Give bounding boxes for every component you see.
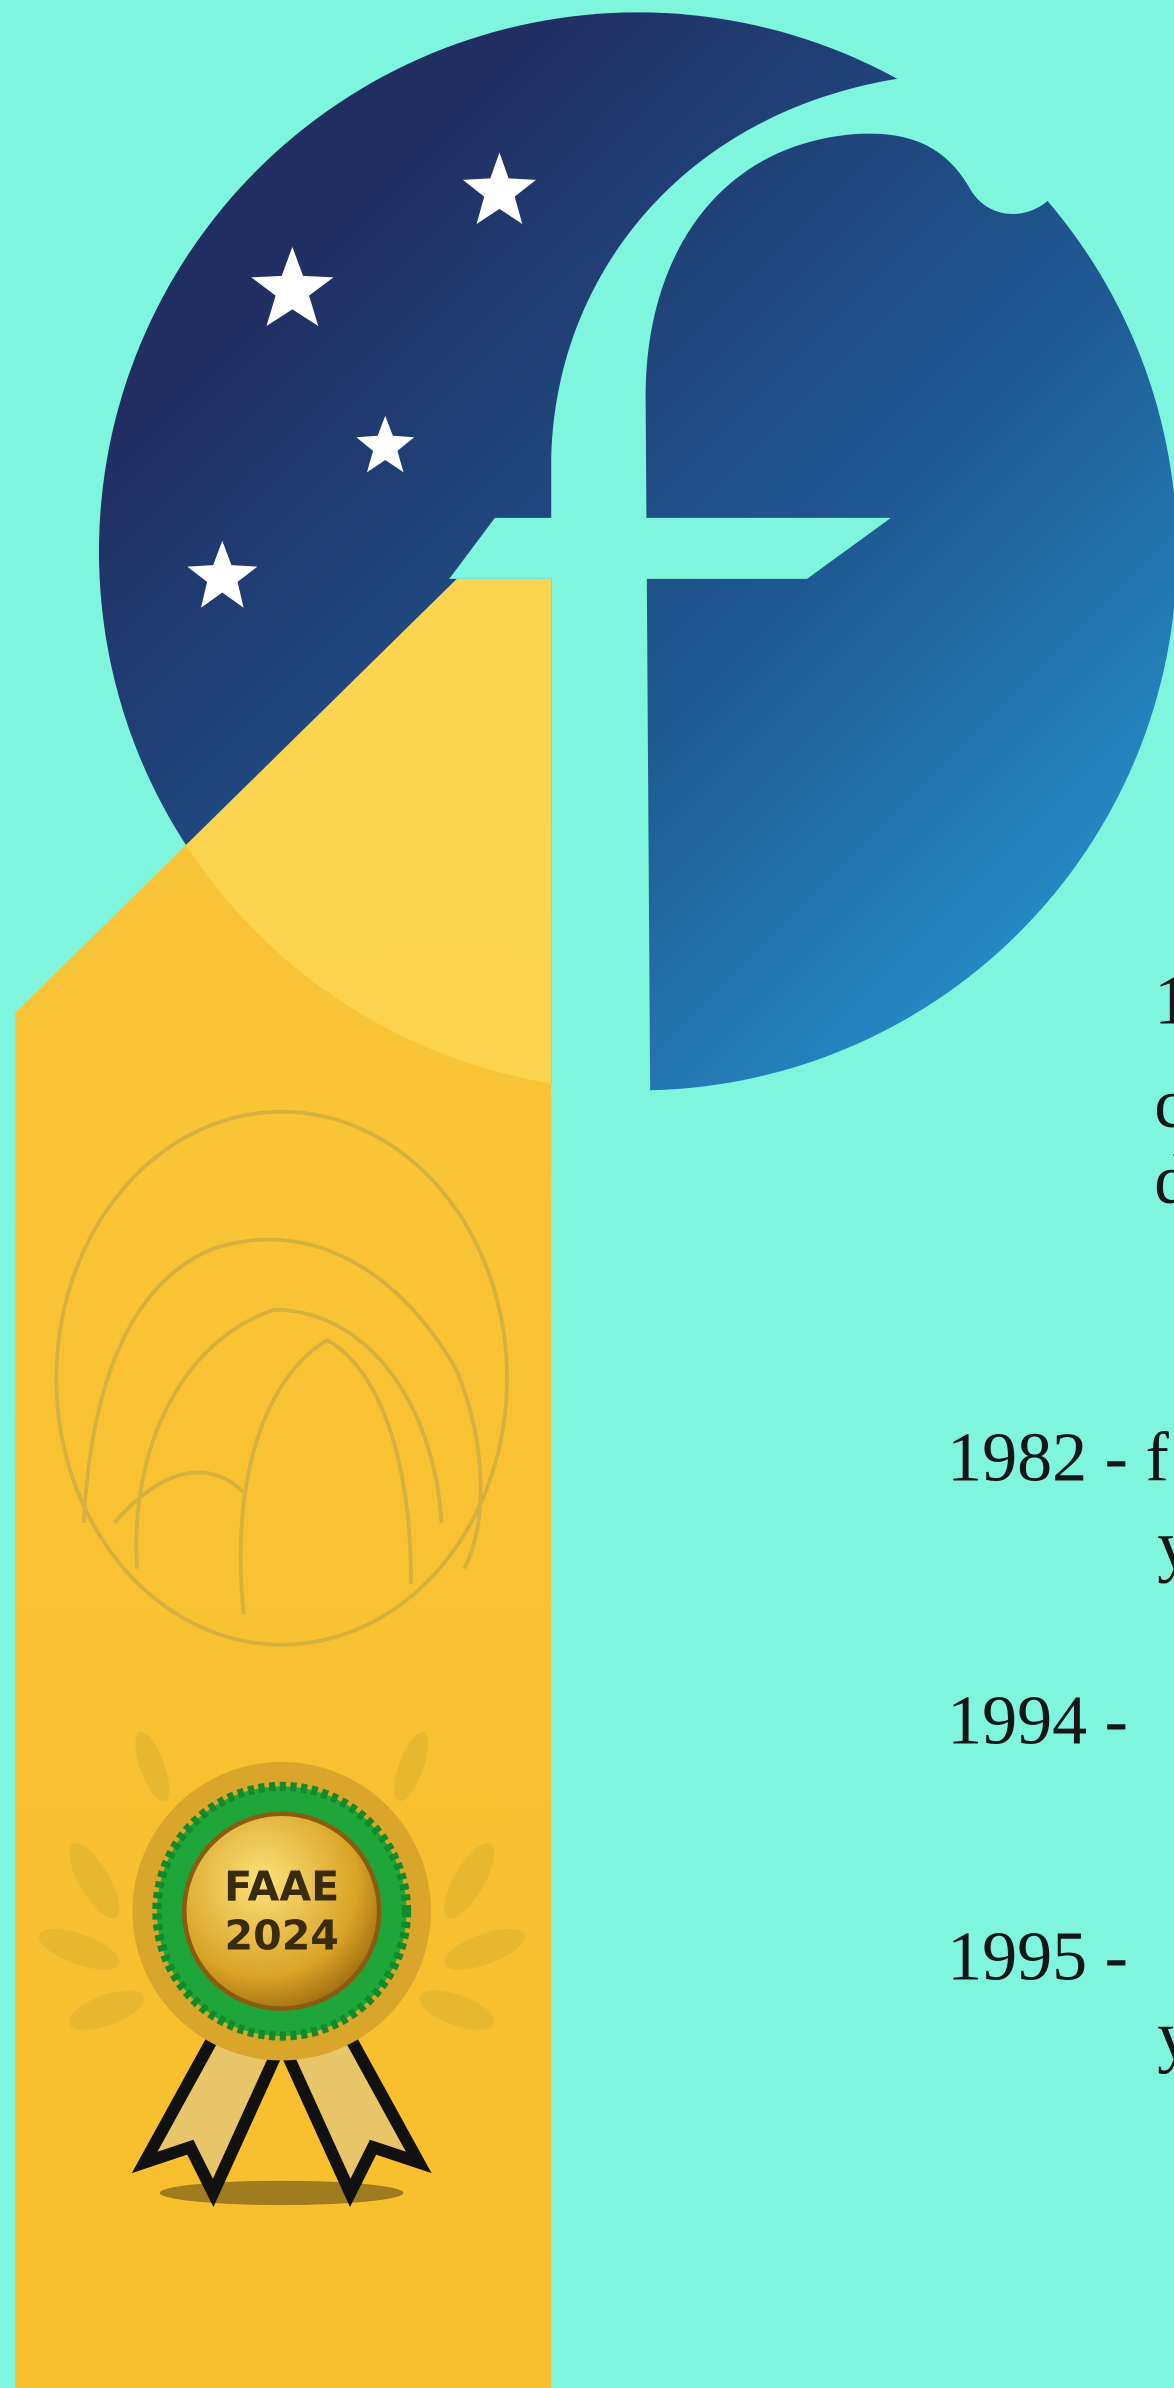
letter-f-stem — [551, 16, 1174, 1097]
timeline-text: y — [1157, 1508, 1174, 1585]
timeline-text: y — [1157, 1998, 1174, 2075]
stars — [187, 152, 536, 608]
award-badge: FAAE 2024 — [38, 1731, 525, 2208]
intro-line: 19 — [1154, 962, 1174, 1039]
faint-emblem — [54, 1109, 509, 1647]
badge-line-1: FAAE — [224, 1863, 339, 1911]
intro-line: de — [1154, 1142, 1174, 1219]
timeline-year: 1994 - — [947, 1683, 1128, 1760]
timeline-year: 1982 - f — [947, 1419, 1169, 1496]
timeline-year: 1995 - — [947, 1919, 1128, 1996]
badge-line-2: 2024 — [224, 1911, 338, 1959]
band-highlight — [98, 578, 552, 1091]
intro-line: co — [1154, 1066, 1174, 1143]
letter-f-bar — [449, 517, 891, 579]
